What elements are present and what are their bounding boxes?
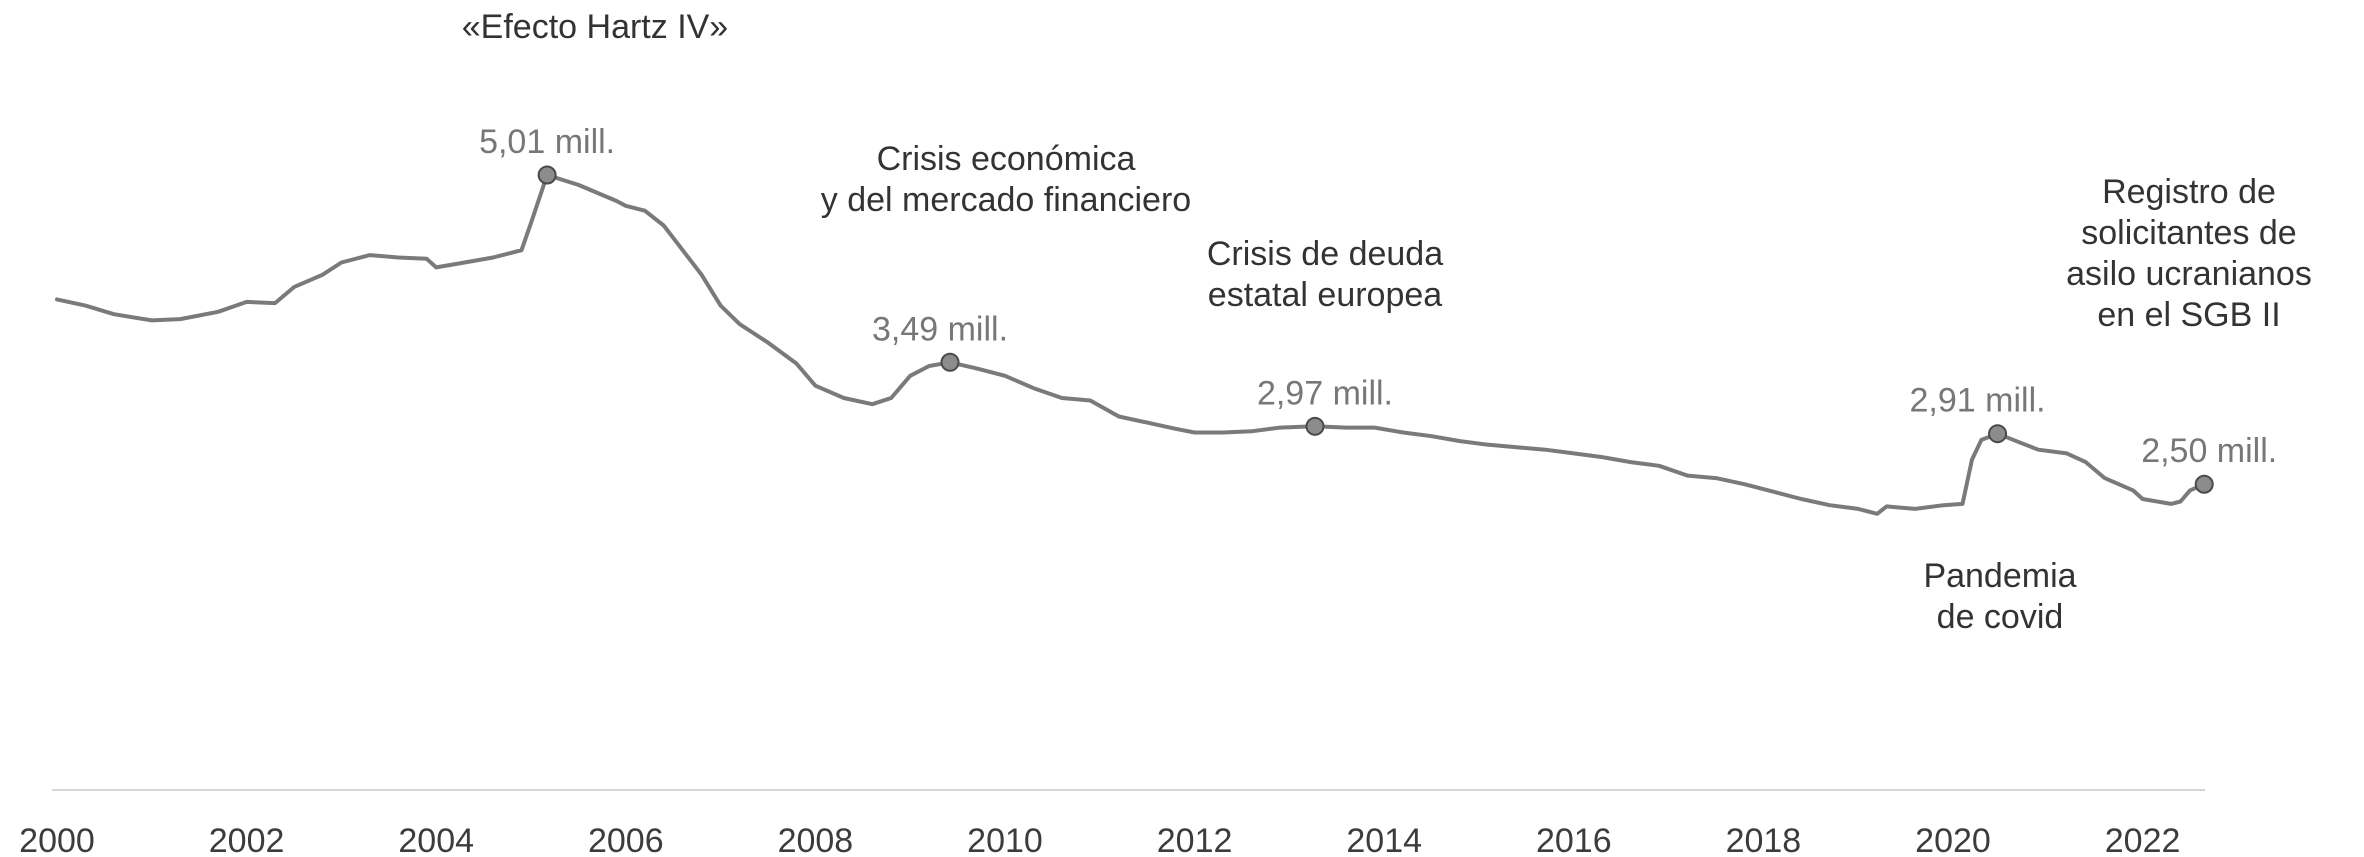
highlight-points: 5,01 mill. 3,49 mill. 2,97 mill. 2,91 mill.… [479,123,2277,494]
annotation-line: estatal europea [1208,276,1442,314]
x-tick-label: 2010 [967,822,1043,857]
x-tick-label: 2004 [398,822,474,857]
highlight-marker [1988,424,2008,444]
event-annotations: «Efecto Hartz IV» Crisis económica y del m… [462,8,2312,636]
value-label: 5,01 mill. [479,123,615,161]
x-tick-label: 2020 [1915,822,1991,857]
annotation-line: solicitantes de [2081,214,2296,252]
highlight-marker [537,165,557,185]
x-tick-label: 2000 [19,822,95,857]
highlight-marker [1305,416,1325,436]
value-label: 2,91 mill. [1910,382,2046,420]
annotation-line: Pandemia [1923,557,2076,595]
event-annotation: Pandemia de covid [1923,557,2076,636]
x-tick-label: 2022 [2105,822,2181,857]
x-tick-labels: 2000 2002 2004 2006 2008 2010 2012 2014 2016 2018… [19,822,2180,857]
annotation-line: de covid [1937,598,2064,636]
annotation-line: asilo ucranianos [2066,255,2312,293]
value-label: 2,50 mill. [2141,432,2277,470]
x-tick-label: 2012 [1157,822,1233,857]
annotation-line: «Efecto Hartz IV» [462,8,728,46]
annotation-line: Registro de [2102,173,2276,211]
event-annotation: «Efecto Hartz IV» [462,8,728,46]
x-tick-label: 2016 [1536,822,1612,857]
x-tick-label: 2006 [588,822,664,857]
x-tick-label: 2008 [778,822,854,857]
highlight-marker [2194,474,2214,494]
x-tick-label: 2014 [1346,822,1422,857]
event-annotation: Crisis de deuda estatal europea [1207,235,1443,314]
annotation-line: en el SGB II [2097,296,2280,334]
series-line [55,173,2207,516]
event-annotation: Registro de solicitantes de asilo ucranian… [2066,173,2312,334]
value-label: 2,97 mill. [1257,374,1393,412]
annotation-line: Crisis económica [877,140,1136,178]
annotation-line: Crisis de deuda [1207,235,1443,273]
highlight-marker [940,352,960,372]
annotation-line: y del mercado financiero [821,181,1191,219]
value-label: 3,49 mill. [872,310,1008,348]
x-tick-label: 2018 [1726,822,1802,857]
x-tick-label: 2002 [209,822,285,857]
event-annotation: Crisis económica y del mercado financiero [821,140,1191,219]
